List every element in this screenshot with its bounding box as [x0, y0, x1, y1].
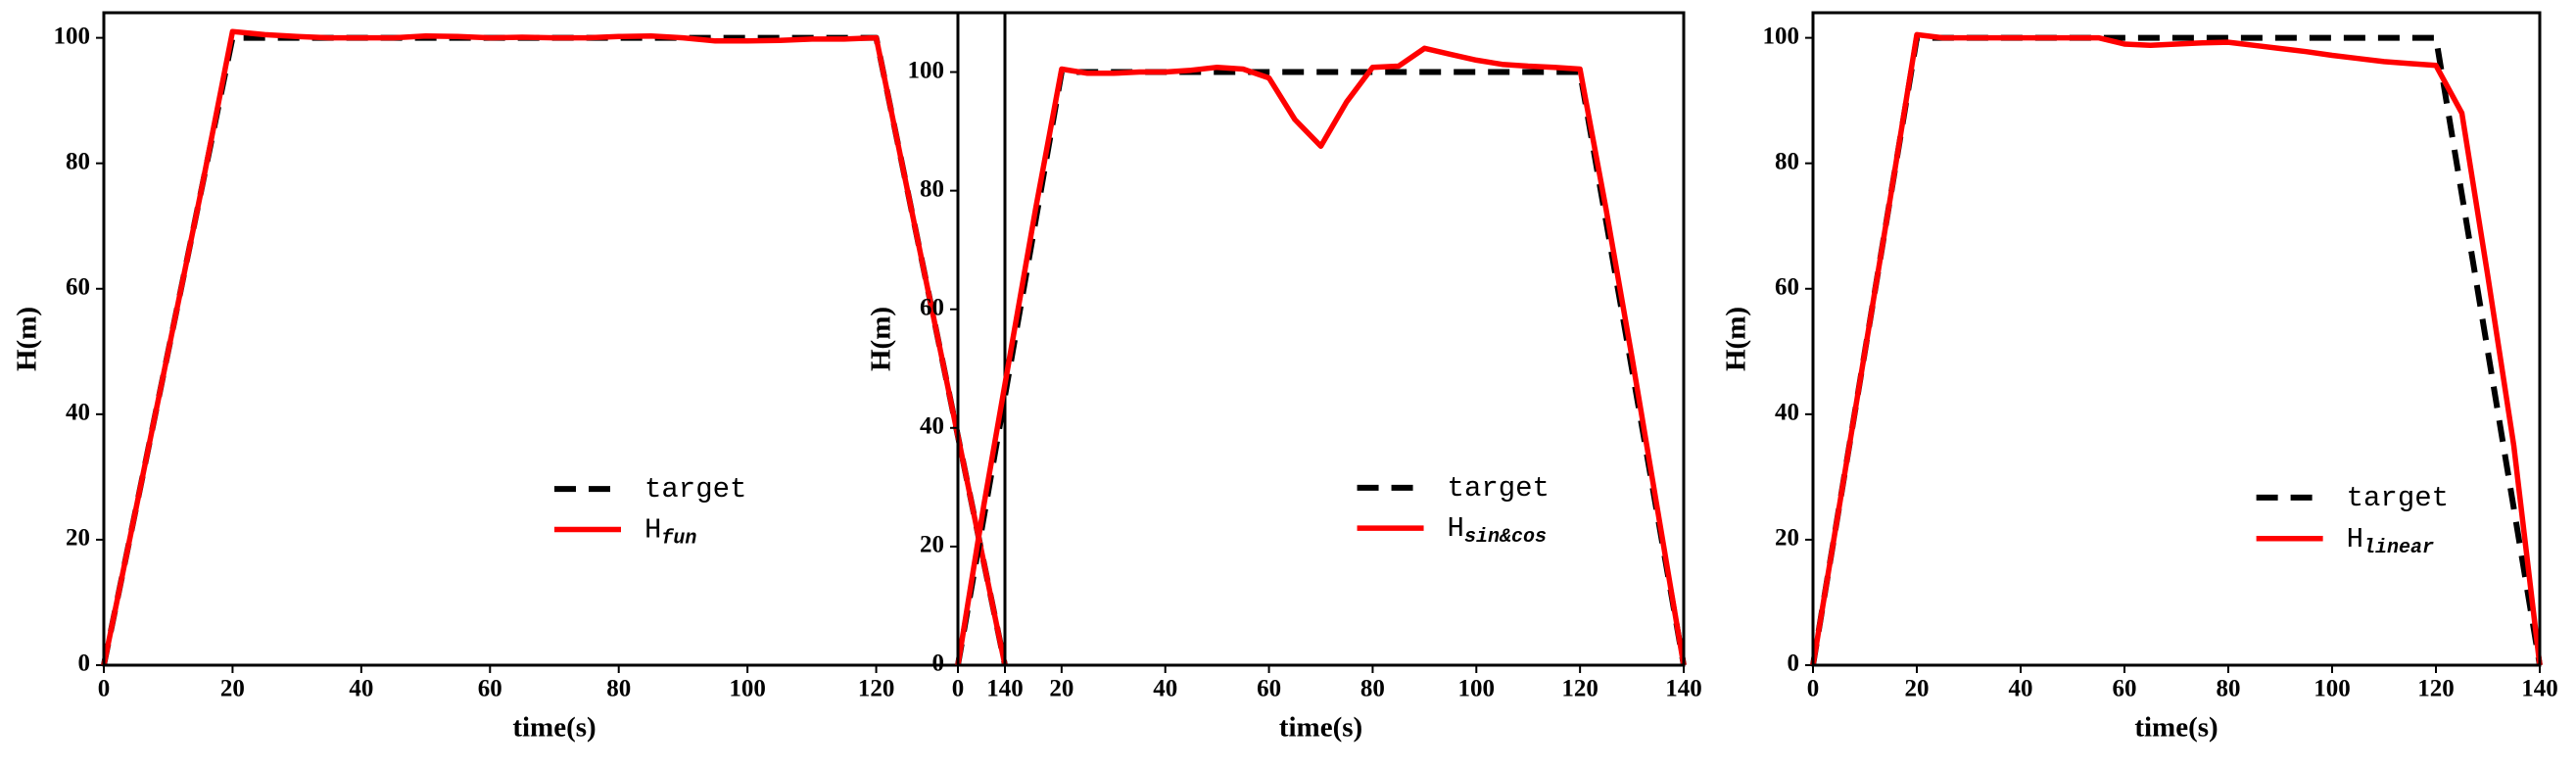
y-tick-label: 60 — [66, 274, 90, 301]
y-tick-label: 0 — [932, 650, 945, 677]
legend-label: target — [2347, 481, 2449, 513]
chart-panel: 0 20 40 60 80 100 120 140 0 20 40 60 80 100 time(s) H(m… — [1721, 11, 2558, 744]
x-tick-label: 120 — [858, 676, 895, 702]
x-tick-label: 0 — [98, 676, 111, 702]
legend-label: target — [644, 473, 746, 505]
plot-frame — [102, 11, 1007, 667]
x-tick-label: 140 — [986, 676, 1024, 702]
x-tick-label: 100 — [1458, 676, 1496, 702]
legend-label: Hlinear — [2347, 522, 2434, 559]
x-tick-label: 60 — [2113, 676, 2137, 702]
x-tick-label: 80 — [2217, 676, 2241, 702]
data-line — [1810, 34, 2543, 666]
x-tick-label: 80 — [606, 676, 631, 702]
legend-name: H — [2347, 522, 2363, 554]
legend-subscript: linear — [2363, 537, 2434, 559]
x-tick-label: 120 — [1561, 676, 1598, 702]
x-tick-label: 40 — [349, 676, 373, 702]
x-tick-label: 80 — [1360, 676, 1385, 702]
legend-subscript: fun — [661, 528, 696, 551]
y-tick-label: 40 — [1775, 400, 1799, 426]
x-tick-label: 20 — [1905, 676, 1930, 702]
y-tick-label: 100 — [54, 23, 91, 49]
y-tick-label: 100 — [908, 57, 945, 83]
chart-panel: 0 20 40 60 80 100 120 140 0 20 40 60 80 100 time(s) H(m… — [12, 11, 1024, 744]
plot-frame — [1811, 11, 2542, 667]
y-tick-label: 40 — [66, 400, 90, 426]
data-line — [101, 28, 1008, 666]
data-line — [955, 45, 1687, 666]
y-tick-label: 100 — [1763, 23, 1800, 49]
legend-name: target — [644, 473, 746, 505]
y-tick-label: 20 — [1775, 525, 1799, 552]
data-line — [1810, 31, 2543, 666]
legend-name: target — [1448, 472, 1550, 505]
x-tick-label: 20 — [1049, 676, 1073, 702]
legend-name: H — [644, 513, 661, 546]
x-tick-label: 120 — [2417, 676, 2455, 702]
data-line — [955, 69, 1687, 666]
x-tick-label: 100 — [2314, 676, 2351, 702]
x-tick-label: 60 — [478, 676, 502, 702]
x-tick-label: 140 — [2521, 676, 2558, 702]
y-axis-label: H(m) — [12, 307, 43, 371]
y-axis-label: H(m) — [866, 307, 897, 371]
y-tick-label: 80 — [1775, 148, 1799, 174]
legend-name: H — [1448, 512, 1464, 545]
x-tick-label: 140 — [1665, 676, 1702, 702]
x-axis-label: time(s) — [512, 712, 596, 744]
y-tick-label: 20 — [66, 525, 90, 552]
y-tick-label: 0 — [78, 650, 91, 677]
y-tick-label: 20 — [920, 532, 944, 558]
x-tick-label: 0 — [952, 676, 965, 702]
x-axis-label: time(s) — [2134, 712, 2218, 744]
x-tick-label: 60 — [1257, 676, 1281, 702]
y-tick-label: 80 — [66, 148, 90, 174]
legend-label: target — [1448, 472, 1550, 505]
legend-subscript: sin&cos — [1464, 526, 1547, 549]
y-tick-label: 80 — [920, 175, 944, 202]
x-tick-label: 40 — [1153, 676, 1177, 702]
legend-label: Hfun — [644, 513, 696, 551]
plot-frame — [956, 11, 1686, 667]
y-axis-label: H(m) — [1721, 307, 1752, 371]
y-tick-label: 0 — [1788, 650, 1800, 677]
legend-label: Hsin&cos — [1448, 512, 1547, 550]
y-tick-label: 40 — [920, 413, 944, 440]
legend-name: target — [2347, 481, 2449, 513]
chart-panel: 0 20 40 60 80 100 120 140 0 20 40 60 80 100 time(s) H(m… — [866, 11, 1702, 744]
x-tick-label: 100 — [729, 676, 766, 702]
x-tick-label: 0 — [1807, 676, 1820, 702]
y-tick-label: 60 — [920, 294, 944, 320]
x-axis-label: time(s) — [1279, 712, 1362, 744]
y-tick-label: 60 — [1775, 274, 1799, 301]
x-tick-label: 20 — [220, 676, 245, 702]
x-tick-label: 40 — [2009, 676, 2033, 702]
